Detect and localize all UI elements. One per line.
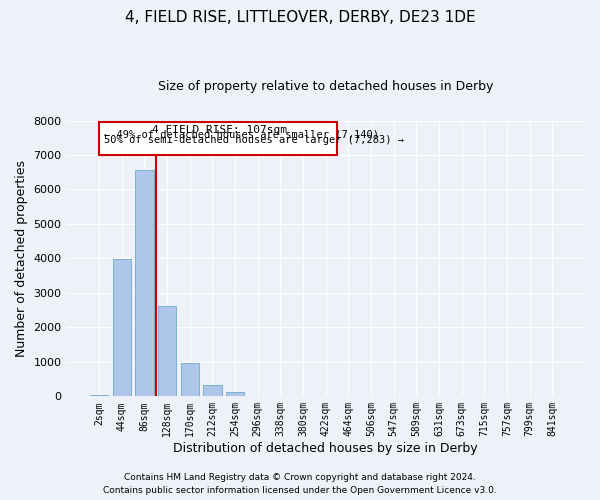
- Title: Size of property relative to detached houses in Derby: Size of property relative to detached ho…: [158, 80, 493, 93]
- X-axis label: Distribution of detached houses by size in Derby: Distribution of detached houses by size …: [173, 442, 478, 455]
- Y-axis label: Number of detached properties: Number of detached properties: [15, 160, 28, 357]
- Text: Contains HM Land Registry data © Crown copyright and database right 2024.
Contai: Contains HM Land Registry data © Crown c…: [103, 474, 497, 495]
- Bar: [136, 170, 154, 396]
- Bar: [226, 392, 244, 396]
- Bar: [203, 386, 221, 396]
- Text: 4, FIELD RISE, LITTLEOVER, DERBY, DE23 1DE: 4, FIELD RISE, LITTLEOVER, DERBY, DE23 1…: [125, 10, 475, 25]
- Bar: [90, 394, 108, 396]
- Bar: [113, 259, 131, 396]
- Text: 4 FIELD RISE: 107sqm: 4 FIELD RISE: 107sqm: [152, 125, 287, 135]
- Bar: [158, 306, 176, 396]
- Text: 50% of semi-detached houses are larger (7,283) →: 50% of semi-detached houses are larger (…: [104, 135, 404, 145]
- FancyBboxPatch shape: [100, 122, 337, 155]
- Text: ← 49% of detached houses are smaller (7,140): ← 49% of detached houses are smaller (7,…: [104, 130, 379, 140]
- Bar: [181, 363, 199, 396]
